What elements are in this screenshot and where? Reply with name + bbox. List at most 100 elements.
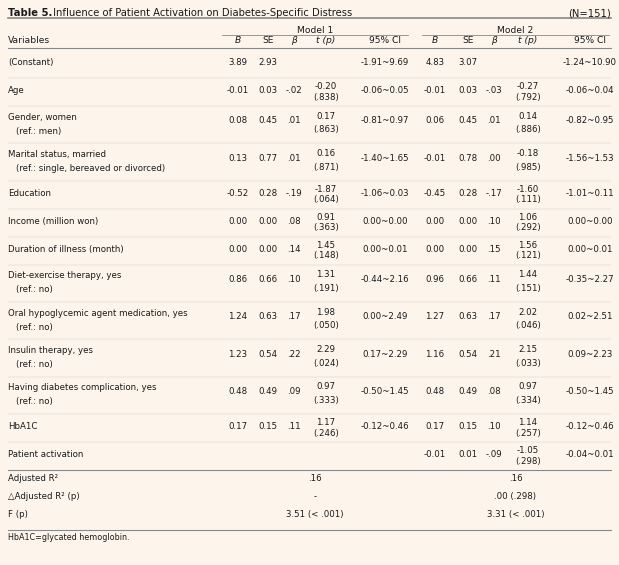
Text: .00 (.298): .00 (.298) bbox=[495, 492, 537, 501]
Text: (.871): (.871) bbox=[313, 163, 339, 172]
Text: (.257): (.257) bbox=[515, 429, 541, 437]
Text: 0.63: 0.63 bbox=[259, 312, 277, 321]
Text: 0.17~2.29: 0.17~2.29 bbox=[362, 350, 408, 359]
Text: -0.06~0.05: -0.06~0.05 bbox=[361, 86, 409, 95]
Text: 0.45: 0.45 bbox=[459, 116, 478, 125]
Text: -0.82~0.95: -0.82~0.95 bbox=[566, 116, 614, 125]
Text: .22: .22 bbox=[287, 350, 301, 359]
Text: -1.06~0.03: -1.06~0.03 bbox=[361, 189, 409, 198]
Text: -0.20: -0.20 bbox=[315, 82, 337, 91]
Text: -.17: -.17 bbox=[486, 189, 503, 198]
Text: -.09: -.09 bbox=[486, 450, 502, 459]
Text: 0.00: 0.00 bbox=[228, 216, 248, 225]
Text: Variables: Variables bbox=[8, 36, 50, 45]
Text: Diet-exercise therapy, yes: Diet-exercise therapy, yes bbox=[8, 271, 121, 280]
Text: (.792): (.792) bbox=[515, 93, 541, 102]
Text: -.03: -.03 bbox=[486, 86, 503, 95]
Text: (.333): (.333) bbox=[313, 396, 339, 405]
Text: (ref.: men): (ref.: men) bbox=[16, 127, 61, 136]
Text: Oral hypoglycemic agent medication, yes: Oral hypoglycemic agent medication, yes bbox=[8, 308, 188, 318]
Text: △Adjusted R² (p): △Adjusted R² (p) bbox=[8, 492, 80, 501]
Text: 0.63: 0.63 bbox=[459, 312, 478, 321]
Text: -1.01~0.11: -1.01~0.11 bbox=[566, 189, 614, 198]
Text: 4.83: 4.83 bbox=[425, 58, 444, 67]
Text: 0.00: 0.00 bbox=[425, 245, 444, 254]
Text: 0.17: 0.17 bbox=[228, 422, 248, 431]
Text: 0.48: 0.48 bbox=[228, 387, 248, 396]
Text: -1.05: -1.05 bbox=[517, 446, 539, 455]
Text: 0.96: 0.96 bbox=[425, 275, 444, 284]
Text: 0.45: 0.45 bbox=[259, 116, 277, 125]
Text: -0.27: -0.27 bbox=[517, 82, 539, 91]
Text: (.121): (.121) bbox=[515, 251, 541, 260]
Text: 0.00: 0.00 bbox=[425, 216, 444, 225]
Text: 0.09~2.23: 0.09~2.23 bbox=[567, 350, 613, 359]
Text: 0.49: 0.49 bbox=[259, 387, 277, 396]
Text: t (p): t (p) bbox=[518, 36, 538, 45]
Text: -1.56~1.53: -1.56~1.53 bbox=[566, 154, 614, 163]
Text: 0.48: 0.48 bbox=[425, 387, 444, 396]
Text: -1.40~1.65: -1.40~1.65 bbox=[361, 154, 409, 163]
Text: SE: SE bbox=[262, 36, 274, 45]
Text: 0.66: 0.66 bbox=[259, 275, 277, 284]
Text: 0.86: 0.86 bbox=[228, 275, 248, 284]
Text: 1.06: 1.06 bbox=[519, 213, 537, 222]
Text: Marital status, married: Marital status, married bbox=[8, 150, 106, 159]
Text: -0.01: -0.01 bbox=[424, 86, 446, 95]
Text: Gender, women: Gender, women bbox=[8, 113, 77, 121]
Text: -.19: -.19 bbox=[286, 189, 302, 198]
Text: Age: Age bbox=[8, 86, 25, 95]
Text: Adjusted R²: Adjusted R² bbox=[8, 474, 58, 483]
Text: Model 1: Model 1 bbox=[297, 26, 333, 35]
Text: 0.28: 0.28 bbox=[259, 189, 277, 198]
Text: HbA1C=glycated hemoglobin.: HbA1C=glycated hemoglobin. bbox=[8, 533, 129, 542]
Text: B: B bbox=[235, 36, 241, 45]
Text: 1.17: 1.17 bbox=[316, 418, 335, 427]
Text: 0.54: 0.54 bbox=[259, 350, 277, 359]
Text: -1.24~10.90: -1.24~10.90 bbox=[563, 58, 617, 67]
Text: .14: .14 bbox=[287, 245, 301, 254]
Text: .10: .10 bbox=[487, 422, 501, 431]
Text: -0.04~0.01: -0.04~0.01 bbox=[566, 450, 614, 459]
Text: 0.66: 0.66 bbox=[459, 275, 478, 284]
Text: 0.00~2.49: 0.00~2.49 bbox=[362, 312, 408, 321]
Text: (.050): (.050) bbox=[313, 321, 339, 331]
Text: HbA1C: HbA1C bbox=[8, 422, 37, 431]
Text: 0.14: 0.14 bbox=[519, 112, 537, 120]
Text: .10: .10 bbox=[287, 275, 301, 284]
Text: -0.35~2.27: -0.35~2.27 bbox=[566, 275, 614, 284]
Text: .15: .15 bbox=[487, 245, 501, 254]
Text: (ref.: no): (ref.: no) bbox=[16, 323, 53, 332]
Text: Model 2: Model 2 bbox=[497, 26, 534, 35]
Text: 3.07: 3.07 bbox=[459, 58, 478, 67]
Text: 0.03: 0.03 bbox=[459, 86, 478, 95]
Text: 2.02: 2.02 bbox=[519, 307, 537, 316]
Text: (.292): (.292) bbox=[515, 223, 541, 232]
Text: (.838): (.838) bbox=[313, 93, 339, 102]
Text: 0.00: 0.00 bbox=[459, 216, 478, 225]
Text: (ref.: no): (ref.: no) bbox=[16, 360, 53, 369]
Text: -0.50~1.45: -0.50~1.45 bbox=[566, 387, 614, 396]
Text: (.033): (.033) bbox=[515, 359, 541, 368]
Text: (.148): (.148) bbox=[313, 251, 339, 260]
Text: .01: .01 bbox=[487, 116, 501, 125]
Text: -0.06~0.04: -0.06~0.04 bbox=[566, 86, 614, 95]
Text: 0.03: 0.03 bbox=[259, 86, 277, 95]
Text: .11: .11 bbox=[487, 275, 501, 284]
Text: (.024): (.024) bbox=[313, 359, 339, 368]
Text: -0.52: -0.52 bbox=[227, 189, 249, 198]
Text: 3.51 (< .001): 3.51 (< .001) bbox=[286, 510, 344, 519]
Text: B: B bbox=[432, 36, 438, 45]
Text: 2.29: 2.29 bbox=[316, 345, 335, 354]
Text: (.363): (.363) bbox=[313, 223, 339, 232]
Text: 0.17: 0.17 bbox=[425, 422, 444, 431]
Text: (.985): (.985) bbox=[515, 163, 541, 172]
Text: 0.78: 0.78 bbox=[459, 154, 478, 163]
Text: 0.97: 0.97 bbox=[519, 383, 537, 392]
Text: 1.24: 1.24 bbox=[228, 312, 248, 321]
Text: -: - bbox=[313, 492, 316, 501]
Text: Insulin therapy, yes: Insulin therapy, yes bbox=[8, 346, 93, 355]
Text: 1.45: 1.45 bbox=[316, 241, 335, 250]
Text: (.246): (.246) bbox=[313, 429, 339, 437]
Text: 0.15: 0.15 bbox=[459, 422, 478, 431]
